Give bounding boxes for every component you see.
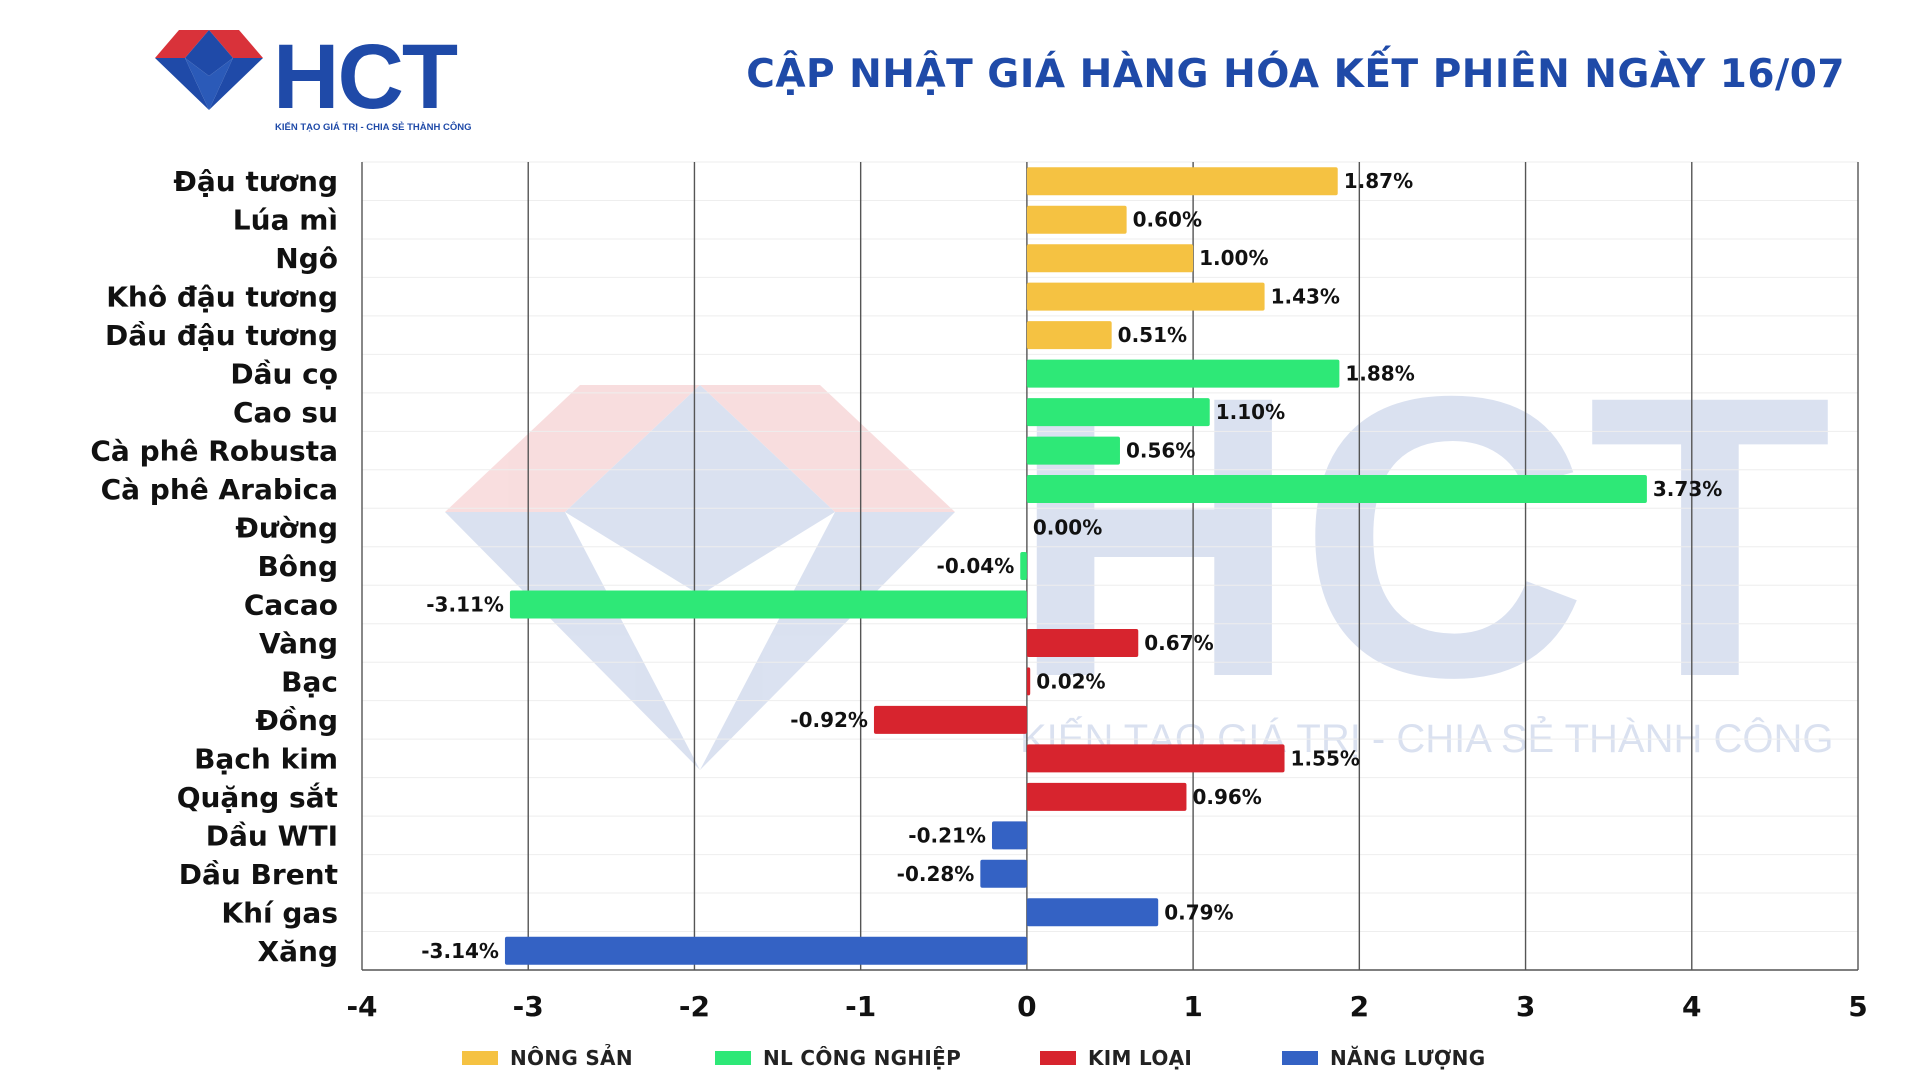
legend-item: NĂNG LƯỢNG <box>1282 1046 1485 1070</box>
data-label: 1.00% <box>1199 246 1268 270</box>
bar <box>1026 898 1159 927</box>
bar <box>1026 744 1285 773</box>
category-label: Quặng sắt <box>177 781 338 814</box>
category-label: Cà phê Arabica <box>101 473 338 506</box>
category-label: Dầu Brent <box>179 858 338 891</box>
data-label: -0.28% <box>897 862 975 886</box>
bar <box>1026 436 1120 465</box>
watermark-diamond-shape <box>700 512 955 770</box>
bar <box>1026 359 1340 388</box>
legend-label: NĂNG LƯỢNG <box>1330 1046 1486 1070</box>
diamond-logo-icon <box>155 30 263 110</box>
x-tick-label: 4 <box>1682 990 1701 1023</box>
data-label: 1.55% <box>1291 746 1360 770</box>
bar <box>1026 244 1194 273</box>
legend-swatch <box>715 1051 751 1065</box>
legend-swatch <box>462 1051 498 1065</box>
data-label: 0.79% <box>1164 900 1233 924</box>
category-label: Khí gas <box>221 896 338 929</box>
category-label: Đồng <box>255 704 338 737</box>
data-label: 1.87% <box>1344 169 1413 193</box>
page-title: CẬP NHẬT GIÁ HÀNG HÓA KẾT PHIÊN NGÀY 16/… <box>746 52 1845 97</box>
data-label: -3.14% <box>421 939 499 963</box>
data-label: -0.04% <box>937 554 1015 578</box>
x-tick-label: -4 <box>346 990 377 1023</box>
x-tick-label: 0 <box>1017 990 1036 1023</box>
bar <box>1026 475 1647 504</box>
watermark-diamond-shape <box>445 385 700 512</box>
data-label: -0.21% <box>908 823 986 847</box>
data-label: 0.51% <box>1118 323 1187 347</box>
category-label: Xăng <box>258 935 338 968</box>
legend-item: NL CÔNG NGHIỆP <box>715 1046 961 1070</box>
bar <box>1026 782 1187 811</box>
x-tick-label: 1 <box>1183 990 1202 1023</box>
data-label: 1.10% <box>1216 400 1285 424</box>
data-label: 1.88% <box>1345 362 1414 386</box>
bar <box>1026 205 1127 234</box>
category-label: Bông <box>257 550 338 583</box>
bar <box>991 821 1027 850</box>
bar <box>1026 321 1112 350</box>
bar <box>1026 667 1031 696</box>
x-tick-label: 2 <box>1350 990 1369 1023</box>
legend-item: NÔNG SẢN <box>462 1046 633 1070</box>
logo-text: HCT <box>273 30 458 128</box>
data-label: 0.96% <box>1192 785 1261 809</box>
x-tick-label: 5 <box>1848 990 1867 1023</box>
bar <box>1026 282 1265 311</box>
category-label: Dầu đậu tương <box>105 319 338 352</box>
data-label: 1.43% <box>1271 285 1340 309</box>
bar <box>873 705 1027 734</box>
bar <box>1026 628 1139 657</box>
category-label: Khô đậu tương <box>106 281 338 314</box>
data-label: 0.02% <box>1036 669 1105 693</box>
category-label: Đường <box>235 512 338 545</box>
category-label: Cà phê Robusta <box>90 435 338 468</box>
category-label: Vàng <box>259 627 338 660</box>
category-label: Dầu WTI <box>206 819 338 852</box>
category-label: Đậu tương <box>173 165 338 198</box>
x-tick-label: 3 <box>1516 990 1535 1023</box>
data-label: 0.00% <box>1033 516 1102 540</box>
data-label: -3.11% <box>426 592 504 616</box>
data-label: 0.56% <box>1126 439 1195 463</box>
legend-label: NL CÔNG NGHIỆP <box>763 1046 962 1070</box>
x-tick-label: -3 <box>513 990 544 1023</box>
category-label: Lúa mì <box>233 204 338 237</box>
data-label: 3.73% <box>1653 477 1722 501</box>
bar <box>980 859 1027 888</box>
data-label: -0.92% <box>790 708 868 732</box>
data-label: 0.60% <box>1133 208 1202 232</box>
category-label: Bạch kim <box>194 742 338 775</box>
legend-swatch <box>1282 1051 1318 1065</box>
category-label: Cacao <box>244 588 338 621</box>
category-label: Cao su <box>233 396 338 429</box>
category-label: Ngô <box>275 242 338 275</box>
logo-tagline: KIẾN TẠO GIÁ TRỊ - CHIA SẺ THÀNH CÔNG <box>275 121 472 133</box>
x-tick-label: -2 <box>679 990 710 1023</box>
category-label: Dầu cọ <box>230 358 338 391</box>
legend-swatch <box>1040 1051 1076 1065</box>
x-tick-label: -1 <box>845 990 876 1023</box>
category-label: Bạc <box>281 665 338 698</box>
watermark-diamond-shape <box>700 385 955 512</box>
watermark-diamond-shape <box>445 512 700 770</box>
hct-logo: HCT KIẾN TẠO GIÁ TRỊ - CHIA SẺ THÀNH CÔN… <box>155 30 472 133</box>
bar <box>504 936 1027 965</box>
watermark-diamond-shape <box>565 385 835 595</box>
bar <box>1020 552 1027 580</box>
bar <box>1026 167 1338 196</box>
legend-label: KIM LOẠI <box>1088 1046 1193 1070</box>
bar <box>509 590 1027 619</box>
data-label: 0.67% <box>1144 631 1213 655</box>
chart-legend: NÔNG SẢN NL CÔNG NGHIỆP KIM LOẠI NĂNG LƯỢNG <box>0 1046 1920 1072</box>
legend-item: KIM LOẠI <box>1040 1046 1192 1070</box>
legend-label: NÔNG SẢN <box>510 1046 633 1070</box>
bar <box>1026 398 1210 427</box>
